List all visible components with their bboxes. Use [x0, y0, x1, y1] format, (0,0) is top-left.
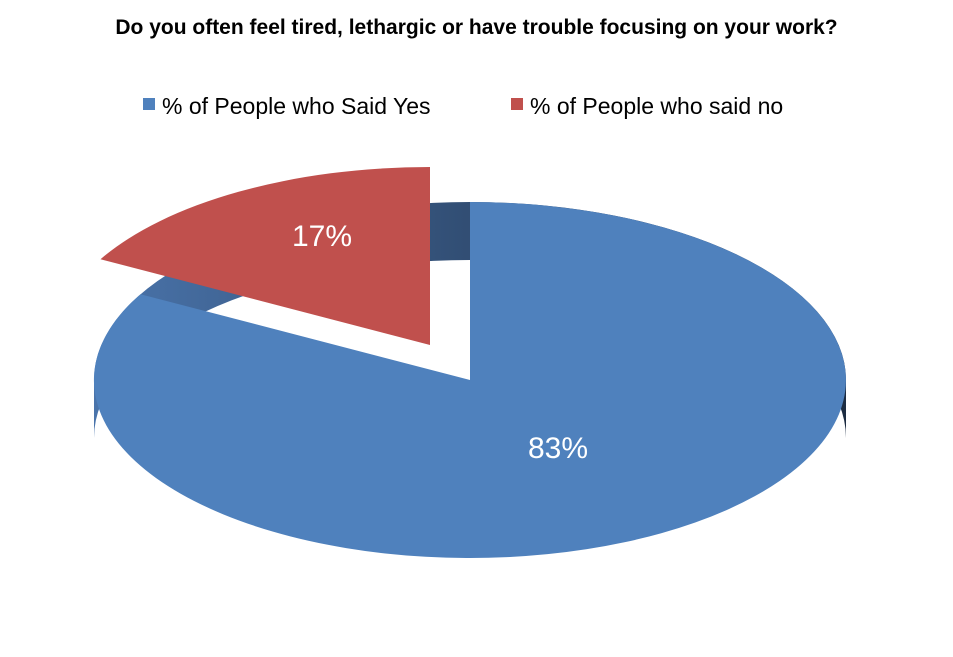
legend-label-yes: % of People who Said Yes	[162, 93, 431, 119]
legend-swatch-no	[511, 98, 523, 110]
data-label-no: 17%	[292, 220, 352, 253]
data-label-yes: 83%	[528, 432, 588, 465]
legend-swatch-yes	[143, 98, 155, 110]
pie-slice-no	[100, 166, 430, 345]
legend-label-no: % of People who said no	[530, 93, 783, 119]
legend: % of People who Said Yes % of People who…	[143, 93, 783, 119]
pie-slice-yes	[93, 202, 846, 558]
chart-title: Do you often feel tired, lethargic or ha…	[115, 16, 838, 39]
